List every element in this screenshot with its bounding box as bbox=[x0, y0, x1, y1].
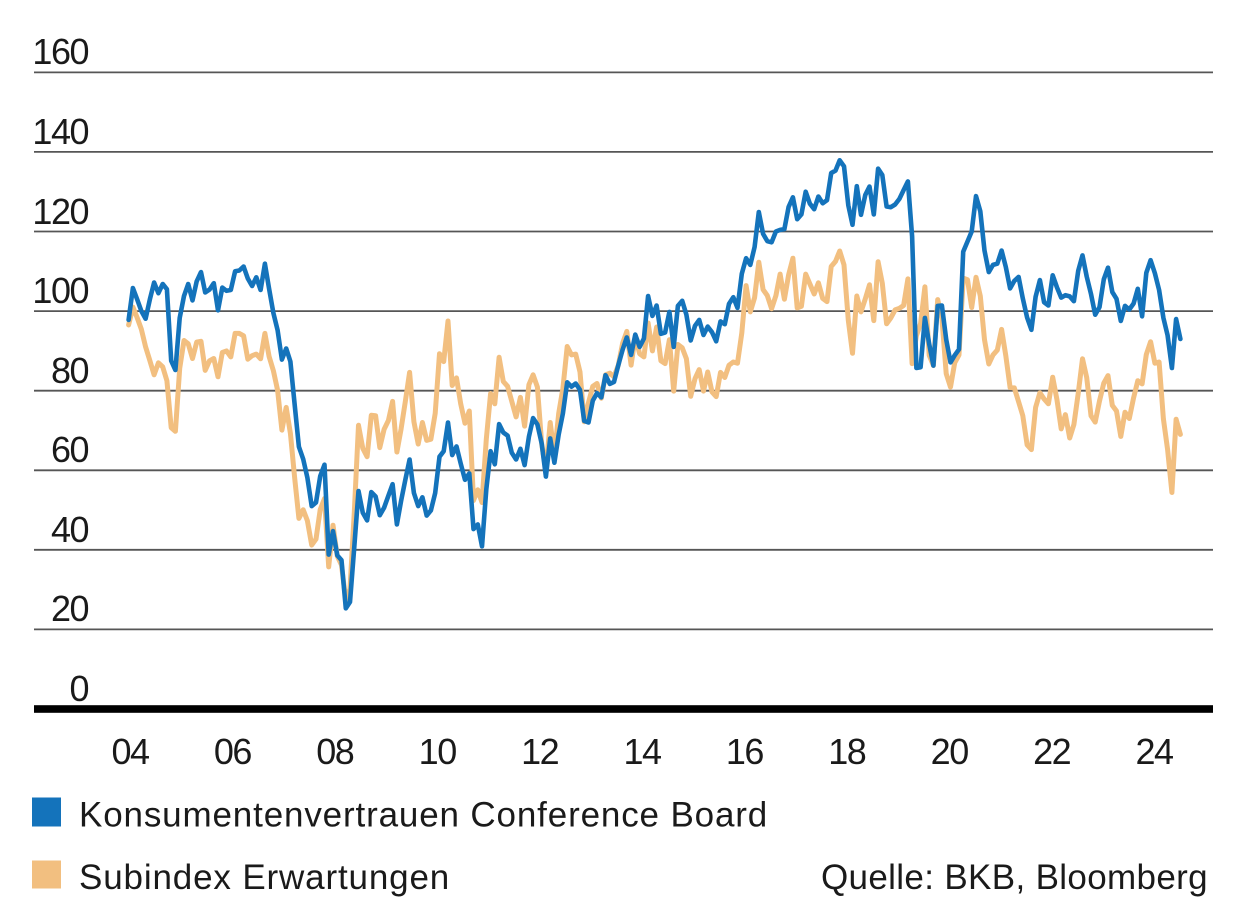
svg-text:16: 16 bbox=[726, 731, 764, 772]
svg-text:12: 12 bbox=[521, 731, 559, 772]
svg-text:10: 10 bbox=[419, 731, 457, 772]
svg-text:Subindex Erwartungen: Subindex Erwartungen bbox=[79, 858, 450, 897]
svg-text:60: 60 bbox=[51, 429, 89, 470]
svg-text:160: 160 bbox=[32, 31, 88, 72]
svg-text:22: 22 bbox=[1033, 731, 1071, 772]
svg-text:18: 18 bbox=[828, 731, 866, 772]
svg-text:Konsumentenvertrauen Conferenc: Konsumentenvertrauen Conference Board bbox=[79, 796, 768, 835]
svg-text:Quelle: BKB, Bloomberg: Quelle: BKB, Bloomberg bbox=[821, 858, 1208, 897]
svg-text:100: 100 bbox=[32, 270, 88, 311]
svg-text:20: 20 bbox=[931, 731, 969, 772]
svg-text:20: 20 bbox=[51, 588, 89, 629]
svg-text:14: 14 bbox=[623, 731, 661, 772]
svg-text:08: 08 bbox=[316, 731, 354, 772]
svg-text:0: 0 bbox=[69, 668, 88, 709]
svg-text:120: 120 bbox=[32, 191, 88, 232]
svg-text:04: 04 bbox=[111, 731, 149, 772]
svg-text:06: 06 bbox=[214, 731, 252, 772]
svg-text:24: 24 bbox=[1135, 731, 1173, 772]
svg-text:140: 140 bbox=[32, 111, 88, 152]
svg-text:40: 40 bbox=[51, 509, 89, 550]
svg-text:80: 80 bbox=[51, 350, 89, 391]
